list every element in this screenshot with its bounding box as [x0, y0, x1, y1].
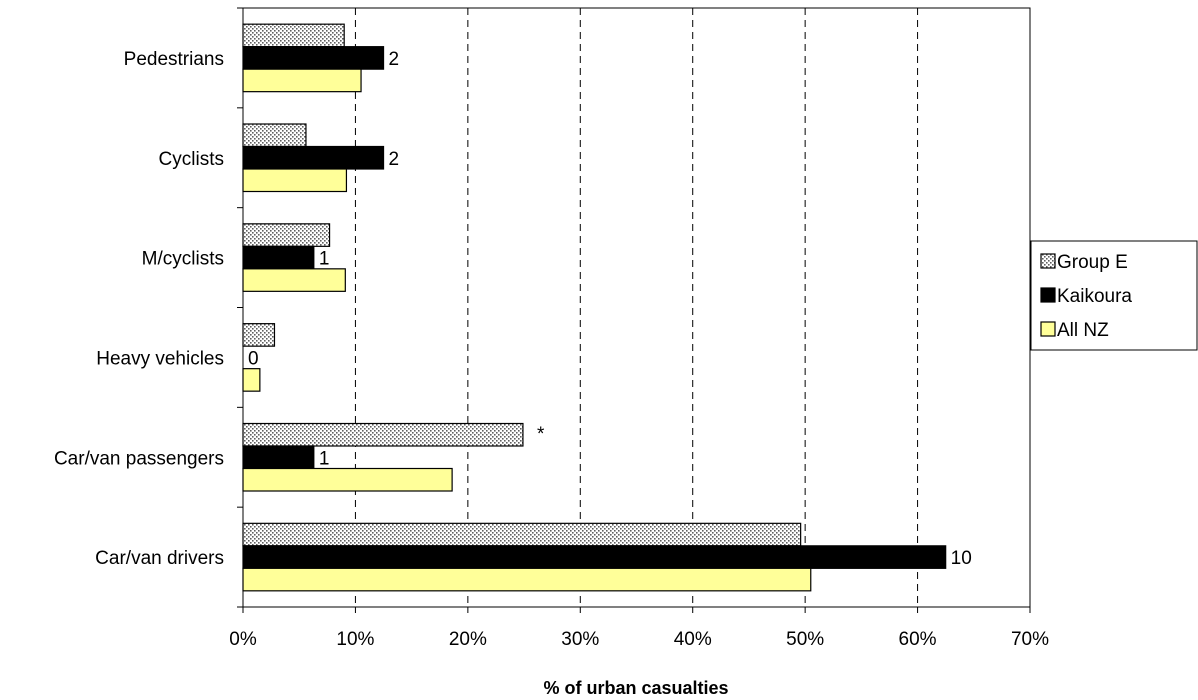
- x-tick-label: 0%: [229, 629, 257, 650]
- bar: [242, 268, 346, 292]
- category-label: M/cyclists: [142, 249, 224, 270]
- x-tick-label: 60%: [899, 629, 937, 650]
- data-label: 10: [951, 548, 972, 569]
- x-tick-label: 10%: [336, 629, 374, 650]
- legend-swatch: [1040, 321, 1056, 337]
- x-axis-title: % of urban casualties: [543, 678, 728, 698]
- bar: [242, 522, 802, 547]
- bar: [242, 46, 385, 70]
- bar: [242, 223, 331, 247]
- category-label: Heavy vehicles: [96, 348, 224, 369]
- grid-lines: [354, 8, 919, 607]
- plot-frame: [242, 7, 1031, 608]
- data-label: 2: [389, 49, 400, 70]
- category-label: Cyclists: [159, 149, 224, 170]
- bar: [242, 368, 261, 392]
- bar: [242, 168, 348, 193]
- data-label: 1: [319, 448, 330, 469]
- legend-swatch: [1040, 253, 1056, 269]
- bar: [242, 422, 524, 447]
- bar: [242, 567, 812, 592]
- legend-box: [1030, 240, 1198, 351]
- bar: [242, 123, 307, 148]
- bars: [242, 23, 947, 592]
- bar: [242, 68, 362, 93]
- x-tick-label: 40%: [674, 629, 712, 650]
- legend-label: Kaikoura: [1057, 286, 1132, 307]
- annotation: *: [537, 424, 545, 445]
- bar: [242, 445, 315, 470]
- legend-label: All NZ: [1057, 320, 1109, 341]
- labels: 0% 10% 20% 30% 40% 50% 60% 70% 2 Pedestrians 2 Cycl…: [54, 49, 1049, 650]
- data-label: 1: [319, 249, 330, 270]
- bar: [242, 245, 315, 270]
- x-tick-label: 20%: [449, 629, 487, 650]
- bar: [242, 545, 947, 569]
- x-tick-label: 50%: [786, 629, 824, 650]
- category-label: Car/van passengers: [54, 448, 224, 469]
- bar: [242, 323, 276, 347]
- bar: [242, 23, 345, 48]
- bar: [242, 467, 453, 492]
- x-tick-label: 30%: [561, 629, 599, 650]
- category-label: Pedestrians: [124, 49, 224, 70]
- legend-label: Group E: [1057, 252, 1128, 273]
- legend-swatch: [1040, 287, 1056, 303]
- data-label: 2: [389, 149, 400, 170]
- legend: Group E Kaikoura All NZ: [1030, 240, 1198, 351]
- category-label: Car/van drivers: [95, 548, 224, 569]
- data-label: 0: [248, 348, 259, 369]
- bar: [242, 145, 385, 170]
- axes: [237, 7, 1031, 613]
- x-tick-label: 70%: [1011, 629, 1049, 650]
